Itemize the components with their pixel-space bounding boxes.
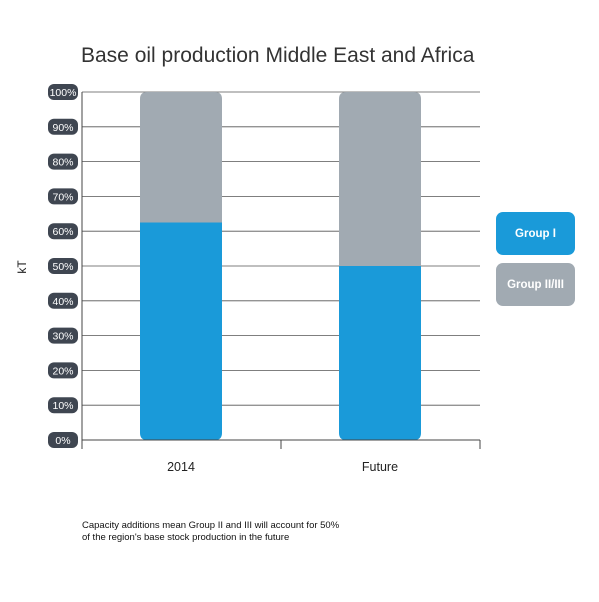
y-tick-badge bbox=[48, 292, 78, 309]
annotation-line: of the region's base stock production in… bbox=[82, 532, 290, 543]
y-axis-label: kT bbox=[15, 260, 29, 274]
bar-2014-group-i bbox=[140, 222, 222, 440]
y-tick-label: 0% bbox=[55, 435, 70, 447]
y-tick-badge bbox=[48, 397, 78, 414]
legend-item-group-1: Group I bbox=[496, 212, 575, 255]
y-tick-label: 50% bbox=[52, 261, 73, 273]
y-tick-badge bbox=[48, 432, 78, 448]
chart-title: Base oil production Middle East and Afri… bbox=[81, 44, 475, 67]
chart-annotation: Capacity additions mean Group II and III… bbox=[82, 520, 382, 544]
legend-item-group-2-3: Group II/III bbox=[496, 263, 575, 306]
y-tick-label: 100% bbox=[50, 87, 77, 99]
y-tick-label: 30% bbox=[52, 331, 73, 343]
y-tick-badge bbox=[48, 327, 78, 344]
y-tick-badge bbox=[48, 362, 78, 379]
y-tick-label: 40% bbox=[52, 296, 73, 308]
y-tick-badge bbox=[48, 153, 78, 170]
bar-2014-group-ii-iii bbox=[140, 92, 222, 223]
y-tick-badge bbox=[48, 84, 78, 100]
y-tick-label: 60% bbox=[52, 226, 73, 238]
y-tick-label: 90% bbox=[52, 122, 73, 134]
y-tick-label: 10% bbox=[52, 400, 73, 412]
y-tick-badge bbox=[48, 188, 78, 205]
y-tick-badge bbox=[48, 223, 78, 240]
x-tick-label: Future bbox=[362, 460, 398, 474]
y-tick-badge bbox=[48, 118, 78, 135]
annotation-line: Capacity additions mean Group II and III… bbox=[82, 520, 340, 531]
y-tick-label: 80% bbox=[52, 157, 73, 169]
y-tick-label: 20% bbox=[52, 365, 73, 377]
x-tick-label: 2014 bbox=[167, 460, 195, 474]
bar-future-group-i bbox=[339, 266, 421, 440]
y-tick-label: 70% bbox=[52, 191, 73, 203]
bar-future-group-ii-iii bbox=[339, 92, 421, 266]
y-tick-badge bbox=[48, 258, 78, 274]
